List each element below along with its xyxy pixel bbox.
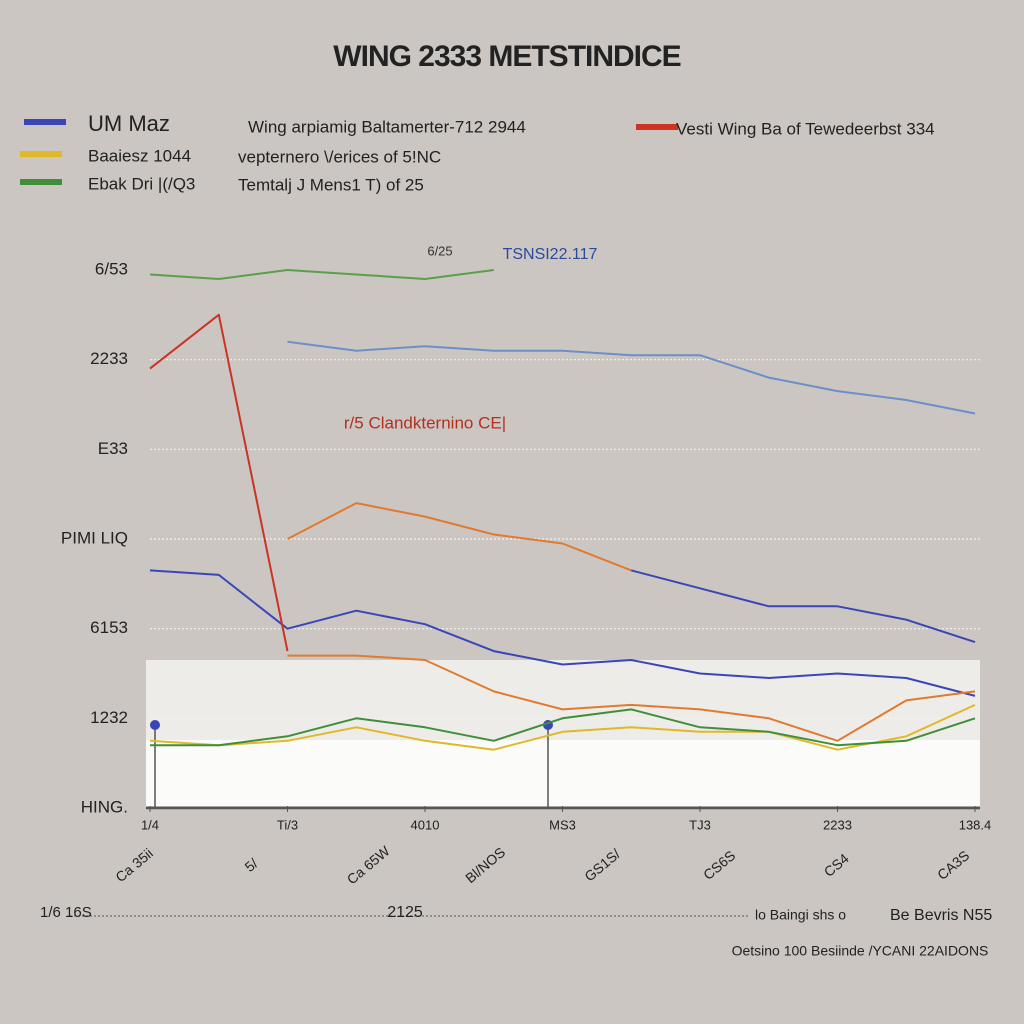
x-tick-label: TJ3	[689, 817, 711, 832]
series-line	[150, 708, 976, 747]
series-line	[287, 654, 976, 742]
annotation: 6/25	[427, 243, 452, 258]
legend-swatch	[20, 151, 62, 157]
y-tick-label: 6153	[90, 618, 128, 637]
legend-text: Wing arpiamig Baltamerter-712 2944	[248, 117, 526, 136]
x-tick-label: Ti/3	[277, 817, 298, 832]
x-sublabel: Ca 35ii	[112, 845, 156, 885]
marker-dot	[150, 720, 160, 730]
x-sublabel: Bl/NOS	[462, 844, 508, 886]
legend-text: vepternero \/erices of 5!NC	[238, 147, 441, 166]
annotation: TSNSI22.117	[503, 246, 598, 263]
legend-label: Vesti Wing Ba of Tewedeerbst 334	[676, 119, 935, 138]
y-tick-label: 1232	[90, 708, 128, 727]
legend-swatch	[636, 124, 678, 130]
annotation: 2125	[387, 904, 423, 921]
annotation: 1/6 16S	[40, 904, 92, 921]
x-sublabel: CA3S	[934, 847, 972, 883]
y-tick-label: HING.	[81, 797, 128, 816]
y-tick-label: E33	[98, 439, 128, 458]
x-sublabel: CS6S	[700, 847, 738, 883]
x-tick-label: 1/4	[141, 817, 159, 832]
series-line	[631, 569, 976, 644]
series-line	[149, 313, 289, 652]
x-sublabel: 5/	[242, 855, 261, 875]
annotation: Oetsino 100 Besiinde /YCANI 22AIDONS	[732, 943, 989, 959]
x-sublabel: CS4	[821, 850, 852, 880]
x-tick-label: 2233	[823, 817, 852, 832]
x-sublabel: Ca 65W	[344, 842, 394, 887]
y-tick-label: 2233	[90, 349, 128, 368]
series-line	[287, 340, 976, 415]
legend-label: UM Maz	[88, 111, 170, 136]
annotation: lo Baingi shs o	[755, 907, 846, 923]
legend-label: Baaiesz 1044	[88, 146, 191, 165]
chart-title: WING 2333 METSTINDICE	[333, 40, 680, 73]
legend-text: Temtalj J Mens1 T) of 25	[238, 175, 424, 194]
y-tick-label: 6/53	[95, 259, 128, 278]
series-line	[149, 703, 976, 751]
x-tick-label: MS3	[549, 817, 576, 832]
x-sublabel: GS1S/	[581, 846, 623, 885]
plot-shade-light	[146, 740, 980, 810]
series-line	[287, 502, 632, 572]
legend-swatch	[24, 119, 66, 125]
annotation: r/5 Clandkternino CE|	[344, 413, 506, 432]
series-line	[149, 569, 976, 697]
annotation: Be Bevris N55	[890, 907, 992, 924]
legend-swatch	[20, 179, 62, 185]
series-line	[149, 269, 494, 280]
x-tick-label: 4010	[411, 817, 440, 832]
legend-label: Ebak Dri |(/Q3	[88, 174, 195, 193]
x-tick-label: 138.4	[959, 817, 992, 832]
y-tick-label: PIMI LIQ	[61, 528, 128, 547]
